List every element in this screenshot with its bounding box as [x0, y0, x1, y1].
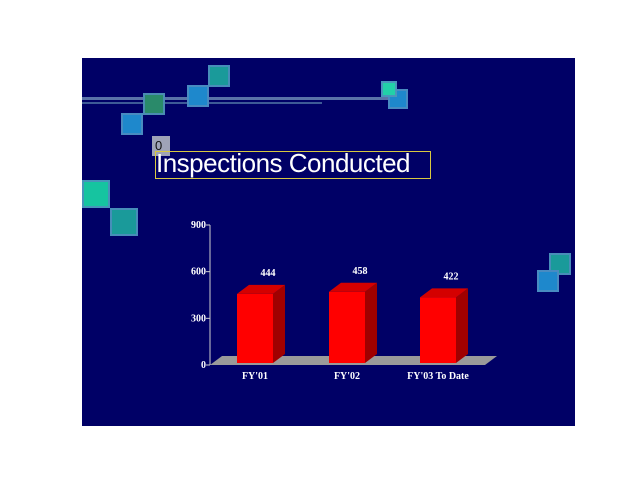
bar: [420, 297, 456, 363]
decorative-square: [208, 65, 230, 87]
bar-top: [420, 288, 468, 298]
decorative-square: [187, 85, 209, 107]
category-label: FY'02: [334, 371, 360, 382]
decorative-square: [549, 253, 571, 275]
bar-side: [456, 288, 468, 363]
decorative-square: [121, 113, 143, 135]
decorative-square: [381, 81, 397, 97]
decorative-line: [82, 97, 402, 100]
category-label: FY'03 To Date: [407, 371, 469, 382]
data-label: 458: [353, 266, 368, 277]
y-tick-label: 600: [191, 267, 206, 278]
bar-top: [237, 284, 285, 294]
y-tick-label: 0: [201, 360, 206, 371]
y-tick-label: 900: [191, 220, 206, 231]
data-label: 444: [261, 268, 276, 279]
y-tick-label: 300: [191, 313, 206, 324]
bar: [329, 291, 365, 363]
decorative-square: [82, 180, 110, 208]
chart-title: Inspections Conducted: [156, 148, 411, 178]
decorative-square: [537, 270, 559, 292]
category-label: FY'01: [242, 371, 268, 382]
bar-top: [329, 282, 377, 292]
bar: [237, 293, 273, 363]
bar-side: [273, 284, 285, 363]
decorative-square: [110, 208, 138, 236]
data-label: 422: [444, 271, 459, 282]
decorative-square: [143, 93, 165, 115]
bar-side: [365, 282, 377, 363]
title-frame: [155, 151, 431, 179]
